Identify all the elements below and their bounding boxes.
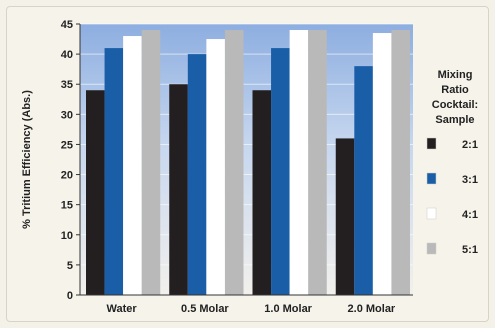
bar-2-1-1-0-molar [252,90,272,295]
y-tick-label: 30 [61,109,73,121]
bar-3-1-water [104,48,124,295]
y-tick-label: 45 [61,19,73,31]
legend-title-line: Ratio [441,84,469,96]
legend-title-line: Sample [435,114,474,126]
y-tick-label: 15 [61,200,73,212]
bar-4-1-0-5-molar [206,39,225,295]
y-tick-label: 0 [67,290,73,302]
bar-2-1-2-0-molar [335,138,355,295]
y-tick-label: 40 [61,49,73,61]
legend-swatch [426,242,437,255]
bar-5-1-1-0-molar [308,30,327,296]
legend-label: 2:1 [462,139,478,151]
x-category-label: 0.5 Molar [181,303,229,315]
legend-title-line: Mixing [438,69,473,81]
legend: Mixing Ratio Cocktail: Sample 2:1 3:1 4:1 5:1 [426,69,478,256]
legend-swatch [426,207,437,220]
bar-3-1-1-0-molar [271,48,290,295]
y-tick-label: 10 [61,230,73,242]
y-tick-label: 35 [61,79,73,91]
bar-3-1-0-5-molar [187,54,207,295]
y-tick-label: 5 [67,260,73,272]
y-tick-label: 20 [61,170,73,182]
y-tick-label: 25 [61,139,73,151]
x-category-label: 1.0 Molar [264,303,312,315]
y-axis-label: % Tritium Efficiency (Abs.) [21,90,33,229]
bar-4-1-1-0-molar [289,30,309,296]
bar-5-1-2-0-molar [391,30,410,296]
legend-title-line: Cocktail: [432,99,478,111]
legend-label: 4:1 [462,209,478,221]
x-category-label: 2.0 Molar [348,303,396,315]
bar-3-1-2-0-molar [354,66,373,296]
legend-swatch [426,172,437,185]
bar-5-1-0-5-molar [224,30,244,296]
legend-label: 5:1 [462,244,478,256]
bars [86,30,410,296]
bar-4-1-2-0-molar [372,33,392,296]
x-axis: Water 0.5 Molar 1.0 Molar 2.0 Molar [80,294,413,315]
legend-label: 3:1 [462,174,478,186]
bar-2-1-water [86,90,105,295]
x-category-label: Water [107,303,138,315]
bar-4-1-water [123,36,142,296]
y-axis: 0 5 10 15 20 25 30 35 40 45 [61,19,81,302]
legend-swatch [426,137,437,150]
bar-2-1-0-5-molar [169,84,188,295]
bar-5-1-water [141,30,161,296]
